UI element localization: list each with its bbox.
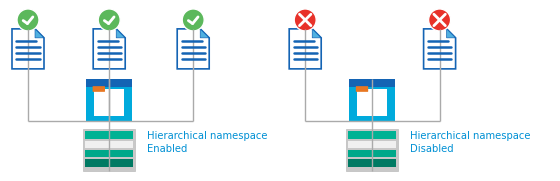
FancyBboxPatch shape xyxy=(347,129,398,171)
Text: Hierarchical namespace
Disabled: Hierarchical namespace Disabled xyxy=(410,131,531,154)
FancyBboxPatch shape xyxy=(349,79,395,87)
PathPatch shape xyxy=(12,29,44,69)
Circle shape xyxy=(294,9,316,31)
Circle shape xyxy=(98,9,120,31)
Circle shape xyxy=(428,9,451,31)
FancyBboxPatch shape xyxy=(85,141,133,148)
FancyBboxPatch shape xyxy=(86,79,132,121)
PathPatch shape xyxy=(177,29,209,69)
FancyBboxPatch shape xyxy=(357,89,388,115)
PathPatch shape xyxy=(35,29,44,38)
FancyBboxPatch shape xyxy=(85,150,133,157)
FancyBboxPatch shape xyxy=(83,129,135,171)
PathPatch shape xyxy=(423,29,456,69)
Circle shape xyxy=(182,9,204,31)
FancyBboxPatch shape xyxy=(348,141,396,148)
PathPatch shape xyxy=(447,29,456,38)
FancyBboxPatch shape xyxy=(85,159,133,167)
PathPatch shape xyxy=(93,29,125,69)
PathPatch shape xyxy=(200,29,209,38)
FancyBboxPatch shape xyxy=(86,79,132,87)
FancyBboxPatch shape xyxy=(356,86,368,92)
FancyBboxPatch shape xyxy=(348,150,396,157)
FancyBboxPatch shape xyxy=(349,79,395,121)
Circle shape xyxy=(17,9,39,31)
PathPatch shape xyxy=(116,29,125,38)
FancyBboxPatch shape xyxy=(348,159,396,167)
FancyBboxPatch shape xyxy=(85,131,133,139)
PathPatch shape xyxy=(312,29,321,38)
PathPatch shape xyxy=(289,29,321,69)
FancyBboxPatch shape xyxy=(94,89,124,115)
Text: Hierarchical namespace
Enabled: Hierarchical namespace Enabled xyxy=(147,131,268,154)
FancyBboxPatch shape xyxy=(348,131,396,139)
FancyBboxPatch shape xyxy=(92,86,105,92)
